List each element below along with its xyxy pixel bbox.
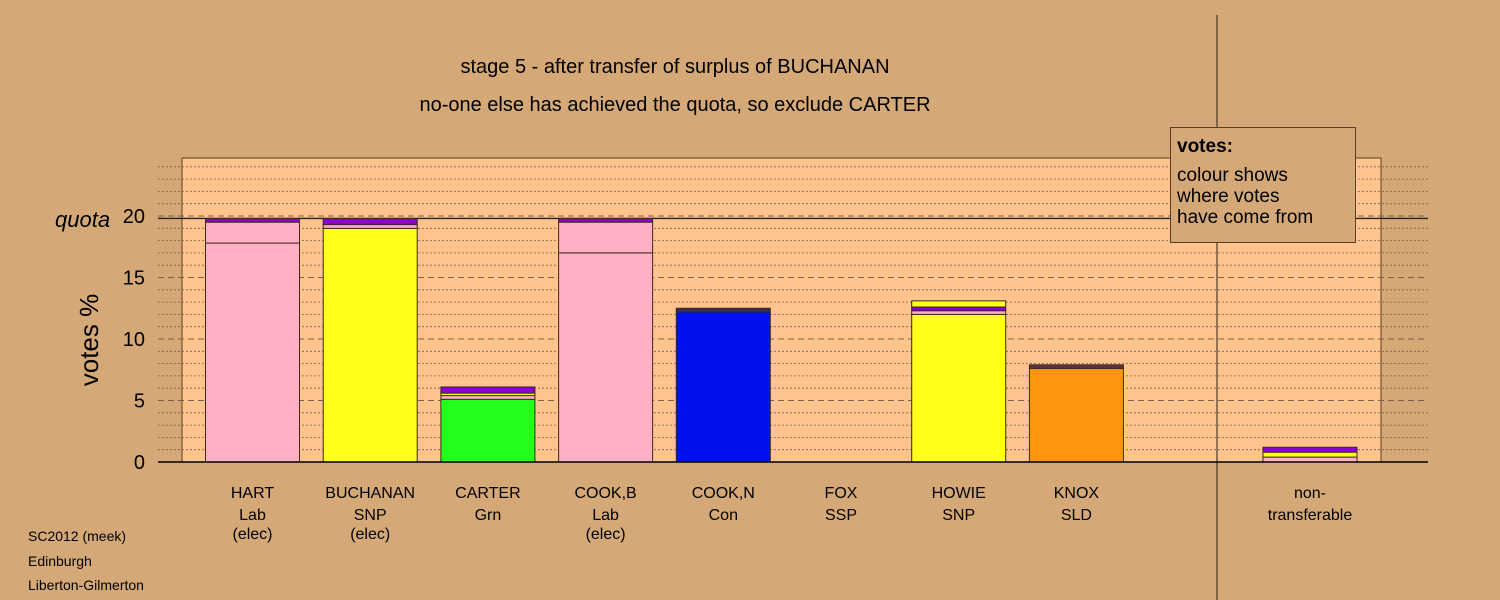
bar-buchanan-segment [322, 224, 418, 229]
bar-buchanan-segment [322, 227, 418, 463]
candidate-name-cook-n: COOK,N [692, 485, 755, 502]
candidate-name-howie: HOWIE [932, 485, 986, 502]
bar-cook-n-segment [675, 311, 771, 463]
bar-howie-segment [911, 300, 1007, 308]
candidate-party-knox: SLD [1061, 507, 1092, 524]
chart-subtitle: no-one else has achieved the quota, so e… [419, 94, 930, 116]
candidate-status-buchanan: (elec) [350, 526, 390, 543]
bar-cook-b-segment [558, 221, 654, 254]
y-tick-label: 5 [134, 391, 145, 413]
chart-title: stage 5 - after transfer of surplus of B… [460, 56, 889, 78]
candidate-name-cook-b: COOK,B [574, 485, 636, 502]
bar-buchanan-segment [322, 217, 418, 226]
y-tick-label: 15 [123, 268, 145, 290]
bar-howie-segment [911, 310, 1007, 315]
legend-line-2: where votes [1177, 186, 1280, 207]
y-axis-label: votes % [74, 294, 104, 387]
footer-council: Edinburgh [28, 553, 92, 569]
bar-knox-segment [1028, 368, 1124, 463]
bar-hart-segment [205, 217, 300, 223]
bar-cook-b-segment [558, 252, 654, 463]
bar-nontransferable-segment [1262, 451, 1358, 458]
bar-knox-segment [1028, 364, 1124, 370]
candidate-name-fox: FOX [825, 485, 858, 502]
nontransferable-label-2: transferable [1268, 507, 1353, 524]
candidate-party-cook-b: Lab [592, 507, 619, 524]
legend-title: votes: [1177, 136, 1233, 157]
footer-method: SC2012 (meek) [28, 528, 127, 544]
bar-carter-segment [440, 386, 536, 394]
bar-cook-n-segment [675, 307, 771, 313]
candidate-party-howie: SNP [942, 507, 975, 524]
candidate-status-hart: (elec) [232, 526, 272, 543]
y-tick-label: 20 [123, 206, 145, 228]
candidate-name-knox: KNOX [1054, 485, 1100, 502]
bar-hart-segment [205, 242, 300, 463]
bar-carter-segment [440, 395, 536, 400]
candidate-party-carter: Grn [475, 507, 502, 524]
quota-label: quota [55, 207, 110, 232]
nontransferable-label-1: non- [1294, 485, 1326, 502]
candidate-name-carter: CARTER [455, 485, 521, 502]
bar-hart-segment [205, 221, 300, 244]
bar-howie-segment [911, 306, 1007, 312]
bar-carter-segment [440, 398, 536, 463]
legend-box: votes: colour shows where votes have com… [1170, 127, 1356, 243]
candidate-name-hart: HART [231, 485, 274, 502]
candidate-name-buchanan: BUCHANAN [325, 485, 415, 502]
candidate-party-buchanan: SNP [354, 507, 387, 524]
bar-cook-b-segment [558, 217, 654, 223]
footer-ward: Liberton-Gilmerton [28, 577, 144, 593]
bar-howie-segment [911, 313, 1007, 463]
y-tick-label: 10 [123, 329, 145, 351]
candidate-party-hart: Lab [239, 507, 266, 524]
legend-line-1: colour shows [1177, 165, 1288, 186]
candidate-status-cook-b: (elec) [586, 526, 626, 543]
candidate-party-fox: SSP [825, 507, 857, 524]
y-tick-label: 0 [134, 452, 145, 474]
bar-nontransferable-segment [1262, 446, 1358, 453]
candidate-party-cook-n: Con [709, 507, 738, 524]
legend-line-3: have come from [1177, 207, 1314, 228]
